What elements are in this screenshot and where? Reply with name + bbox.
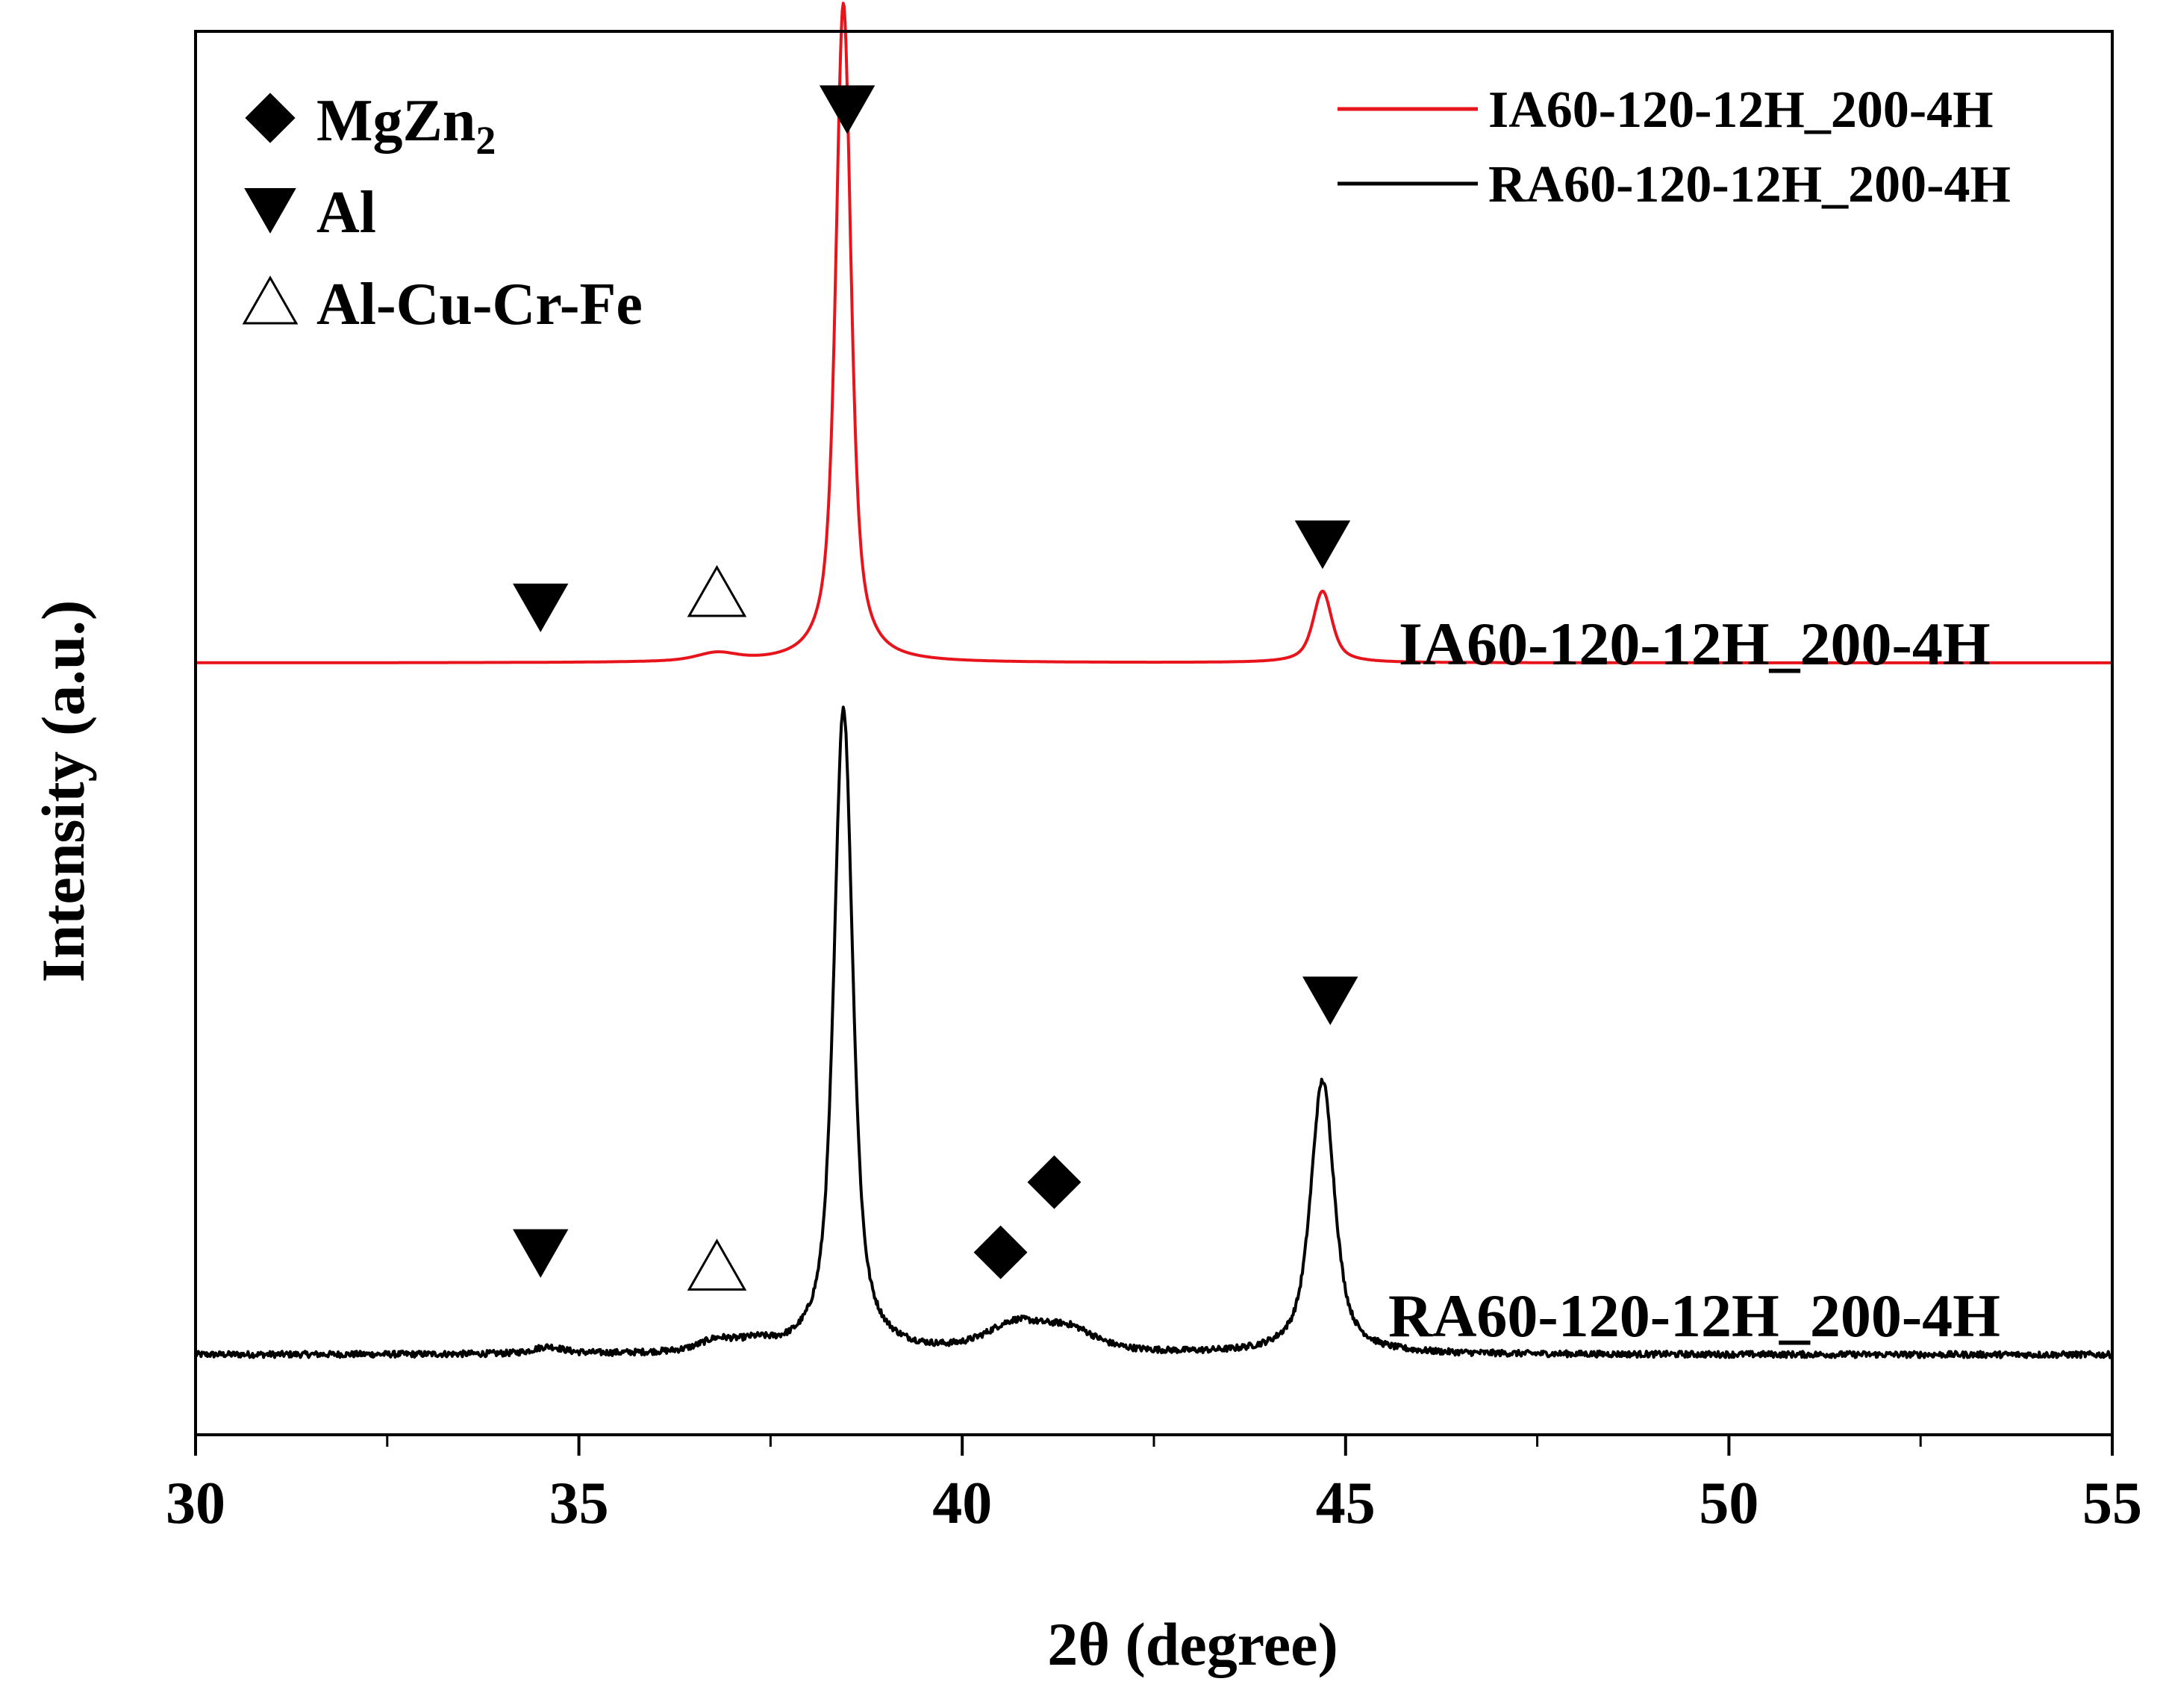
series-label-0: IA60-120-12H_200-4H [1399, 610, 1991, 678]
peak-marker-triangle-down-0 [819, 85, 876, 134]
phase-legend-diamond-icon [245, 93, 296, 143]
phase-legend-item-0: MgZn2 [245, 88, 496, 163]
x-axis-title: 2θ (degree) [1047, 1610, 1338, 1678]
x-tick-label-50: 50 [1699, 1471, 1758, 1536]
line-legend-item-1: RA60-120-12H_200-4H [1338, 156, 2011, 214]
x-tick-label-30: 30 [166, 1471, 225, 1536]
series-line-1 [194, 705, 2114, 1359]
y-axis-title: Intensity (a.u.) [29, 600, 97, 983]
peak-marker-triangle-down-8 [1302, 976, 1358, 1026]
peak-marker-triangle-down-3 [1294, 520, 1351, 570]
line-legend-label-0: IA60-120-12H_200-4H [1488, 81, 1994, 139]
phase-legend-triangle-down-icon [244, 188, 296, 234]
peak-marker-diamond-6 [973, 1225, 1028, 1280]
tick-label-layer: 30 35 40 45 50 55 [166, 1471, 2142, 1536]
x-tick-label-40: 40 [932, 1471, 992, 1536]
phase-legend-label: Al-Cu-Cr-Fe [316, 272, 643, 337]
line-legend-label-1: RA60-120-12H_200-4H [1488, 156, 2011, 214]
legend-layer: MgZn2 Al Al-Cu-Cr-Fe IA60-120-12H_200-4H RA6… [242, 81, 2011, 337]
phase-legend-item-1: Al [244, 180, 376, 246]
x-tick-label-45: 45 [1316, 1471, 1376, 1536]
series-layer [194, 1, 2114, 1359]
peak-marker-triangle-down-4 [513, 1229, 569, 1278]
phase-legend-triangle-open-icon [242, 275, 299, 325]
series-line-0 [195, 1, 2113, 664]
phase-legend-label: MgZn2 [316, 88, 496, 163]
axis-layer [194, 30, 2114, 1456]
peak-marker-diamond-7 [1027, 1155, 1082, 1209]
phase-legend-subscript: 2 [475, 118, 496, 163]
peak-marker-triangle-down-1 [513, 583, 569, 632]
peak-marker-triangle-open-2 [687, 564, 747, 617]
phase-legend-item-2: Al-Cu-Cr-Fe [242, 272, 643, 337]
peak-marker-layer [513, 85, 1358, 1291]
peak-marker-triangle-open-5 [687, 1238, 747, 1291]
phase-legend-label: Al [316, 180, 376, 246]
x-tick-label-55: 55 [2082, 1471, 2142, 1536]
line-legend-item-0: IA60-120-12H_200-4H [1338, 81, 1994, 139]
x-tick-label-35: 35 [549, 1471, 609, 1536]
series-label-layer: IA60-120-12H_200-4H RA60-120-12H_200-4H [1388, 610, 2000, 1350]
series-label-1: RA60-120-12H_200-4H [1388, 1282, 2000, 1350]
